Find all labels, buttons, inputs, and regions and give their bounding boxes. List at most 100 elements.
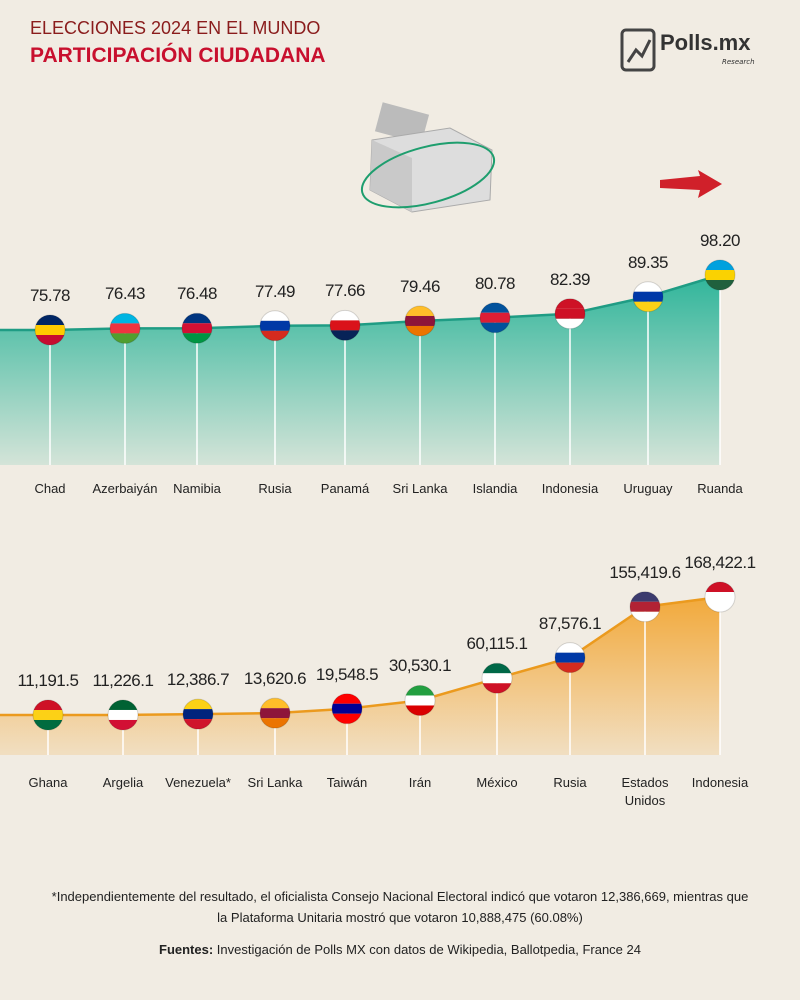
flag-stripe <box>555 662 585 673</box>
value-label: 79.46 <box>399 276 441 296</box>
flag-stripe <box>405 305 435 316</box>
flag <box>555 298 585 329</box>
flag <box>33 700 63 730</box>
flag-stripe <box>633 301 663 312</box>
flag-stripe <box>405 325 435 336</box>
flag-stripe <box>108 719 138 730</box>
value-label: 12,386.7 <box>166 670 230 690</box>
flag <box>260 698 290 729</box>
flag-stripe <box>555 652 585 663</box>
category-label: Taiwán <box>326 775 368 790</box>
flag <box>330 310 360 341</box>
value-label: 75.78 <box>29 286 71 305</box>
value-label: 168,422.1 <box>684 553 756 572</box>
flag <box>555 642 585 673</box>
flag-stripe <box>630 601 660 612</box>
flag-stripe <box>555 318 585 329</box>
data-point <box>554 298 586 330</box>
value-label: 13,620.6 <box>243 669 307 689</box>
data-point <box>629 591 661 623</box>
value-label: 11,191.5 <box>17 671 79 690</box>
flag <box>182 313 212 344</box>
flag <box>108 699 138 730</box>
category-label: Azerbaiyán <box>92 481 158 496</box>
flag-stripe <box>480 322 510 333</box>
logo-icon <box>620 28 656 72</box>
area-line <box>49 273 721 332</box>
data-point <box>109 312 141 344</box>
value-label: 77.66 <box>324 281 366 301</box>
flag-stripe <box>705 270 735 280</box>
category-label: Argelia <box>102 775 144 790</box>
value-label: 155,419.6 <box>609 562 681 582</box>
flag-stripe <box>330 320 360 331</box>
flag-stripe <box>332 693 362 704</box>
ballot-box <box>360 102 496 213</box>
logo: Polls.mx <box>660 30 751 55</box>
subtitle: PARTICIPACIÓN CIUDADANA <box>30 44 326 67</box>
flag-stripe <box>705 260 735 270</box>
flag-stripe <box>33 700 63 710</box>
flag-stripe <box>555 298 585 309</box>
footnote: *Independientemente del resultado, el of… <box>51 889 749 925</box>
category-label: Sri Lanka <box>392 481 448 496</box>
value-label: 76.48 <box>176 284 218 304</box>
flag-stripe <box>405 705 435 716</box>
logo-tagline: Research <box>722 58 755 66</box>
sources: Fuentes: Investigación de Polls MX con d… <box>50 942 750 957</box>
flag <box>35 315 65 345</box>
value-label: 89.35 <box>627 252 669 272</box>
flag-stripe <box>35 335 65 345</box>
category-label: Islandia <box>472 481 518 496</box>
data-point <box>329 309 361 341</box>
data-point <box>481 662 513 694</box>
flag-stripe <box>482 663 512 674</box>
category-label: Namibia <box>173 481 221 496</box>
flag-stripe <box>260 310 290 321</box>
flag-stripe <box>332 703 362 714</box>
flag <box>260 310 290 341</box>
flag-stripe <box>705 280 735 290</box>
category-label: Rusia <box>258 481 292 496</box>
flag-stripe <box>260 708 290 719</box>
data-point <box>554 642 586 674</box>
flag-stripe <box>633 281 663 292</box>
category-label: Indonesia <box>691 775 749 790</box>
flag <box>705 582 735 612</box>
flag <box>183 699 213 730</box>
flag-stripe <box>405 685 435 696</box>
data-point <box>107 699 139 731</box>
category-label: Panamá <box>320 481 370 496</box>
data-point <box>704 259 736 291</box>
flag-stripe <box>260 320 290 331</box>
sources-text: Investigación de Polls MX con datos de W… <box>216 942 641 957</box>
flag <box>482 663 512 694</box>
data-point <box>259 310 291 342</box>
flag-stripe <box>182 333 212 344</box>
flag-stripe <box>705 582 735 592</box>
flag-stripe <box>482 673 512 684</box>
flag-stripe <box>480 312 510 323</box>
sources-label: Fuentes: <box>159 942 214 957</box>
flag-stripe <box>183 719 213 730</box>
flag-stripe <box>260 698 290 709</box>
flag-stripe <box>482 683 512 694</box>
flag-stripe <box>260 330 290 341</box>
data-point <box>181 312 213 344</box>
value-label: 77.49 <box>254 281 296 301</box>
flag <box>705 260 735 290</box>
flag-stripe <box>705 592 735 602</box>
flag-stripe <box>480 302 510 313</box>
category-label: Rusia <box>553 775 587 790</box>
flag-stripe <box>110 313 140 324</box>
data-point <box>32 699 64 731</box>
data-point <box>34 314 66 346</box>
data-point <box>479 302 511 334</box>
data-point <box>404 684 436 716</box>
value-label: 87,576.1 <box>538 613 602 633</box>
flag <box>633 281 663 312</box>
flag-stripe <box>183 699 213 710</box>
category-label: México <box>476 775 518 790</box>
flag-stripe <box>705 602 735 612</box>
